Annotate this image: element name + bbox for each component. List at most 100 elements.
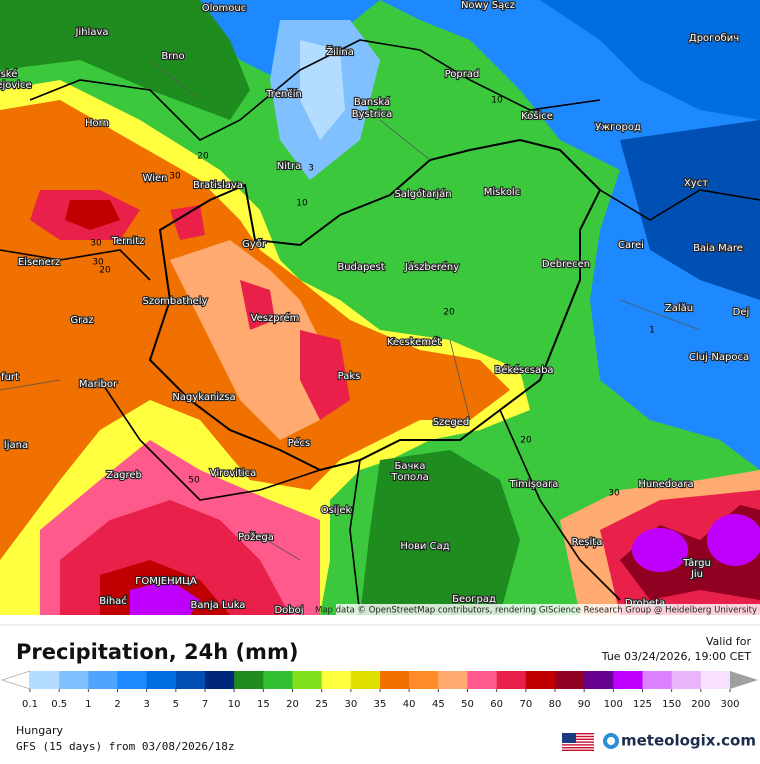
city-label: Хуст (684, 178, 708, 189)
city-label: Бачка (394, 461, 425, 472)
precip-area (620, 120, 760, 300)
city-label: Baia Mare (693, 243, 743, 254)
colorbar-label: 50 (461, 699, 474, 710)
city-label: Graz (70, 315, 93, 326)
colorbar-swatch (350, 671, 381, 689)
colorbar-swatch (117, 671, 147, 689)
city-label: Miskolc (484, 187, 520, 198)
colorbar-swatch (700, 671, 731, 689)
city-label: Eisenerz (18, 257, 60, 268)
colorbar-label: 70 (519, 699, 532, 710)
city-label: Jiu (690, 569, 703, 580)
city-label: Békéscsaba (494, 364, 553, 376)
colorbar-label: 100 (604, 699, 623, 710)
colorbar-label: 200 (691, 699, 710, 710)
colorbar-label: 40 (403, 699, 416, 710)
city-label: Ужгород (595, 122, 641, 133)
colorbar-swatch (30, 671, 60, 689)
colorbar-swatch (409, 671, 439, 689)
contour-label: 20 (443, 308, 455, 318)
colorbar-label: 3 (143, 699, 149, 710)
precip-area (65, 200, 120, 230)
precip-area (360, 450, 520, 615)
contour-label: 30 (608, 489, 620, 499)
contour-label: 20 (99, 266, 111, 276)
country-border (0, 39, 760, 615)
colorbar-swatch (555, 671, 585, 689)
colorbar-swatch (88, 671, 118, 689)
city-label: furt (1, 372, 19, 383)
contour-label: 30 (92, 258, 104, 268)
city-label: Carei (618, 240, 644, 251)
city-label: Bystrica (352, 109, 392, 120)
legend-title: Precipitation, 24h (mm) (16, 640, 298, 664)
contour-label: 1 (649, 326, 655, 336)
colorbar-arrow-low (1, 670, 31, 690)
country-border (148, 138, 602, 472)
city-label: Doboj (274, 605, 303, 616)
city-label: Timișoara (509, 479, 559, 490)
contour-label: 3 (308, 164, 314, 174)
colorbar-label: 80 (549, 699, 562, 710)
city-label: Maribor (79, 379, 118, 390)
city-label: Nagykanizsa (172, 392, 235, 403)
city-label: Banja Luka (191, 600, 246, 611)
city-label: Virovitica (210, 468, 256, 479)
city-label: Olomouc (202, 3, 246, 14)
colorbar-swatch (234, 671, 264, 689)
precip-area (170, 240, 340, 440)
colorbar-swatch (613, 671, 643, 689)
city-label: Poprad (445, 69, 480, 80)
colorbar-swatch (671, 671, 702, 689)
colorbar-label: 2 (114, 699, 120, 710)
colorbar-swatch (642, 671, 672, 689)
precip-area (540, 0, 760, 120)
city-label: Žilina (326, 45, 354, 58)
city-label: Zalău (665, 303, 693, 314)
city-label: Wien (143, 173, 168, 184)
colorbar-label: 25 (315, 699, 328, 710)
city-label: Kecskemét (387, 336, 441, 348)
colorbar-label: 125 (633, 699, 652, 710)
colorbar-arrow-high (730, 671, 758, 689)
city-label: Dej (733, 307, 750, 318)
brand[interactable]: meteologix.com (621, 732, 756, 750)
colorbar-swatch (438, 671, 468, 689)
colorbar-label: 7 (202, 699, 208, 710)
city-label: Trenčín (265, 88, 302, 100)
city-label: Győr (242, 238, 267, 250)
colorbar-label: 10 (228, 699, 241, 710)
city-label: Košice (521, 110, 553, 122)
city-label: Cluj-Napoca (689, 352, 749, 363)
colorbar-label: 30 (344, 699, 357, 710)
contour-label: 10 (296, 199, 308, 209)
colorbar-swatch (321, 671, 352, 689)
city-label: Paks (338, 371, 361, 382)
contour-label: 20 (197, 152, 209, 162)
city-label: Budapest (337, 262, 384, 273)
city-label: Nowy Sącz (461, 0, 515, 11)
colorbar-label: 35 (374, 699, 387, 710)
precip-area (632, 528, 688, 572)
city-label: Debrecen (542, 259, 590, 270)
city-label: ГОМЈЕНИЦА (135, 576, 197, 587)
colorbar-label: 45 (432, 699, 445, 710)
city-label: Дрогобич (689, 33, 739, 44)
contour-label: 50 (188, 476, 200, 486)
contour-label: 20 (520, 436, 532, 446)
contour-label: 10 (491, 96, 503, 106)
city-label: Brno (161, 51, 184, 62)
colorbar-label: 150 (662, 699, 681, 710)
city-label: ejovice (0, 80, 32, 91)
city-label: Jihlava (74, 27, 108, 38)
precip-area (130, 580, 200, 615)
region-border (0, 59, 701, 561)
city-label: Reșița (572, 537, 603, 548)
colorbar-swatch (175, 671, 206, 689)
colorbar-label: 0.1 (22, 699, 38, 710)
colorbar: 0.1 0.5 1 2 3 5 7 10 15 20 25 30 35 40 45 50 60 70 80 90 100… (1, 670, 758, 710)
city-label: ské (1, 68, 18, 80)
city-label: Zagreb (106, 470, 142, 481)
